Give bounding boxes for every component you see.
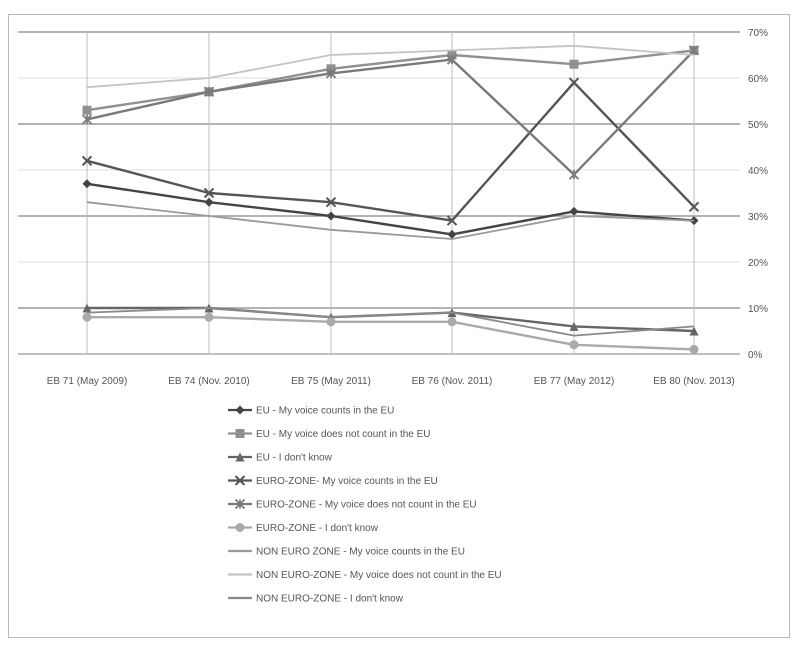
series-3-point-3 — [446, 215, 458, 226]
series-3-point-0 — [81, 155, 93, 167]
legend-item-2: EU - I don't know — [228, 452, 333, 464]
series-3-point-4 — [568, 77, 580, 88]
series-3-point-5 — [688, 201, 700, 213]
legend-item-1: EU - My voice does not count in the EU — [228, 429, 431, 440]
series-0-point-0 — [82, 179, 92, 189]
series-1-point-3 — [447, 50, 457, 60]
x-tick-label-2: EB 75 (May 2011) — [291, 376, 371, 387]
legend-label-5: EURO-ZONE - I don't know — [256, 523, 379, 534]
series-line-6 — [86, 201, 695, 240]
legend-label-1: EU - My voice does not count in the EU — [256, 429, 431, 440]
series-4-point-3 — [446, 54, 458, 65]
y-tick-label-10: 10% — [748, 304, 768, 315]
series-4-point-1 — [203, 86, 215, 97]
series-0 — [82, 179, 699, 239]
legend-label-2: EU - I don't know — [256, 453, 333, 464]
series-6 — [86, 201, 695, 240]
series-line-1 — [86, 49, 695, 112]
y-tick-label-0: 0% — [748, 350, 763, 361]
x-tick-label-3: EB 76 (Nov. 2011) — [412, 376, 493, 387]
series-3 — [81, 77, 700, 226]
series-2-point-4 — [569, 321, 579, 331]
x-tick-label-0: EB 71 (May 2009) — [47, 376, 128, 387]
series-line-2 — [87, 306, 695, 333]
series-4-point-0 — [81, 114, 93, 125]
legend-item-3: EURO-ZONE- My voice counts in the EU — [228, 475, 438, 487]
legend-item-5: EURO-ZONE - I don't know — [228, 523, 379, 534]
series-line-0 — [86, 182, 695, 236]
legend-label-8: NON EURO-ZONE - I don't know — [256, 594, 404, 605]
y-tick-label-50: 50% — [748, 120, 768, 131]
series-2-point-5 — [689, 326, 699, 336]
series-0-point-4 — [569, 206, 579, 216]
series-1-point-0 — [82, 105, 92, 115]
series-line-8 — [86, 307, 695, 337]
series-line-3 — [86, 81, 695, 222]
x-tick-label-5: EB 80 (Nov. 2013) — [653, 376, 735, 387]
x-axis-ticks: EB 71 (May 2009) EB 74 (Nov. 2010) EB 75 (… — [47, 376, 735, 387]
legend-label-6: NON EURO ZONE - My voice counts in the E… — [256, 547, 465, 558]
legend-label-0: EU - My voice counts in the EU — [256, 406, 394, 417]
legend-item-4: EURO-ZONE - My voice does not count in t… — [228, 498, 477, 511]
series-line-4 — [86, 49, 695, 176]
series-0-point-2 — [326, 211, 336, 221]
series-3-point-2 — [325, 196, 337, 208]
legend-marker-1 — [235, 429, 245, 438]
legend: EU - My voice counts in the EU EU - My vo… — [228, 405, 502, 605]
x-tick-label-1: EB 74 (Nov. 2010) — [168, 376, 250, 387]
legend-item-7: NON EURO-ZONE - My voice does not count … — [228, 570, 502, 581]
legend-item-8: NON EURO-ZONE - I don't know — [228, 594, 404, 605]
series-5-point-4 — [569, 340, 579, 350]
series-4-point-2 — [325, 68, 337, 79]
series-5 — [82, 312, 699, 354]
chart-frame — [8, 14, 790, 638]
series-4-point-4 — [568, 169, 580, 180]
legend-marker-2 — [235, 452, 245, 462]
y-tick-label-20: 20% — [748, 258, 768, 269]
series-5-point-0 — [82, 312, 92, 322]
y-axis-ticks: 0% 10% 20% 30% 40% 50% 60% 70% — [748, 28, 768, 361]
series-5-point-5 — [689, 344, 699, 354]
y-tick-label-40: 40% — [748, 166, 768, 177]
series-0-point-3 — [447, 229, 457, 239]
legend-item-6: NON EURO ZONE - My voice counts in the E… — [228, 547, 465, 558]
series-1-point-2 — [326, 64, 336, 74]
gridlines — [18, 31, 740, 355]
legend-label-7: NON EURO-ZONE - My voice does not count … — [256, 570, 502, 581]
legend-label-3: EURO-ZONE- My voice counts in the EU — [256, 476, 438, 487]
series-1-point-4 — [569, 59, 579, 69]
y-tick-label-70: 70% — [748, 28, 768, 39]
series-7 — [86, 44, 695, 89]
series-0-point-1 — [204, 197, 214, 207]
series-lines — [81, 44, 700, 354]
series-5-point-2 — [326, 317, 336, 327]
series-2-point-0 — [82, 303, 92, 313]
legend-marker-3 — [234, 475, 246, 486]
series-5-point-3 — [447, 317, 457, 327]
series-5-point-1 — [204, 312, 214, 322]
legend-marker-5 — [235, 523, 245, 532]
y-tick-label-30: 30% — [748, 212, 768, 223]
series-line-5 — [87, 316, 695, 351]
legend-item-0: EU - My voice counts in the EU — [228, 405, 394, 417]
series-4-point-5 — [688, 45, 700, 56]
series-line-7 — [86, 44, 695, 89]
legend-marker-0 — [235, 405, 245, 415]
y-tick-label-60: 60% — [748, 74, 768, 85]
series-3-point-1 — [203, 187, 215, 199]
series-8 — [86, 307, 695, 337]
legend-label-4: EURO-ZONE - My voice does not count in t… — [256, 500, 477, 511]
series-4 — [81, 45, 700, 180]
legend-marker-4 — [234, 498, 246, 510]
x-tick-label-4: EB 77 (May 2012) — [534, 376, 615, 387]
